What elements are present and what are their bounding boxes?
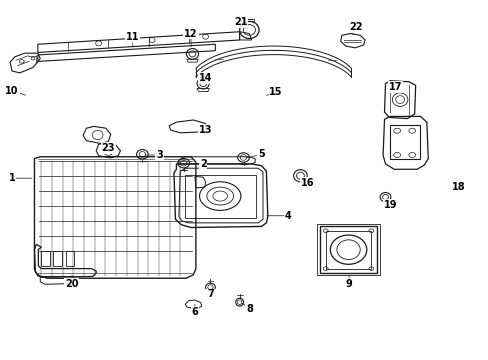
Bar	[41, 251, 50, 266]
Bar	[65, 251, 74, 266]
Bar	[53, 251, 62, 266]
Text: 7: 7	[206, 289, 213, 299]
Text: 1: 1	[9, 173, 16, 183]
Text: 11: 11	[126, 32, 139, 42]
Text: 18: 18	[451, 182, 464, 192]
Text: 2: 2	[200, 159, 206, 169]
Text: 8: 8	[245, 303, 252, 314]
Text: 15: 15	[269, 87, 282, 98]
Text: 12: 12	[184, 28, 197, 39]
Text: 5: 5	[258, 149, 264, 159]
Text: 22: 22	[349, 22, 362, 32]
Text: 4: 4	[285, 211, 291, 221]
Bar	[185, 175, 255, 217]
Text: 16: 16	[300, 178, 314, 188]
Text: 17: 17	[387, 82, 401, 92]
Text: 10: 10	[5, 86, 19, 96]
Text: 14: 14	[199, 73, 212, 83]
Text: 20: 20	[65, 279, 79, 289]
Bar	[325, 231, 371, 269]
Text: 13: 13	[199, 125, 212, 135]
Text: 21: 21	[233, 17, 247, 27]
Text: 9: 9	[345, 279, 352, 289]
Text: 19: 19	[383, 200, 396, 210]
Bar	[389, 125, 419, 158]
Text: 3: 3	[156, 150, 163, 160]
Text: 6: 6	[191, 307, 198, 317]
Text: 23: 23	[102, 143, 115, 153]
